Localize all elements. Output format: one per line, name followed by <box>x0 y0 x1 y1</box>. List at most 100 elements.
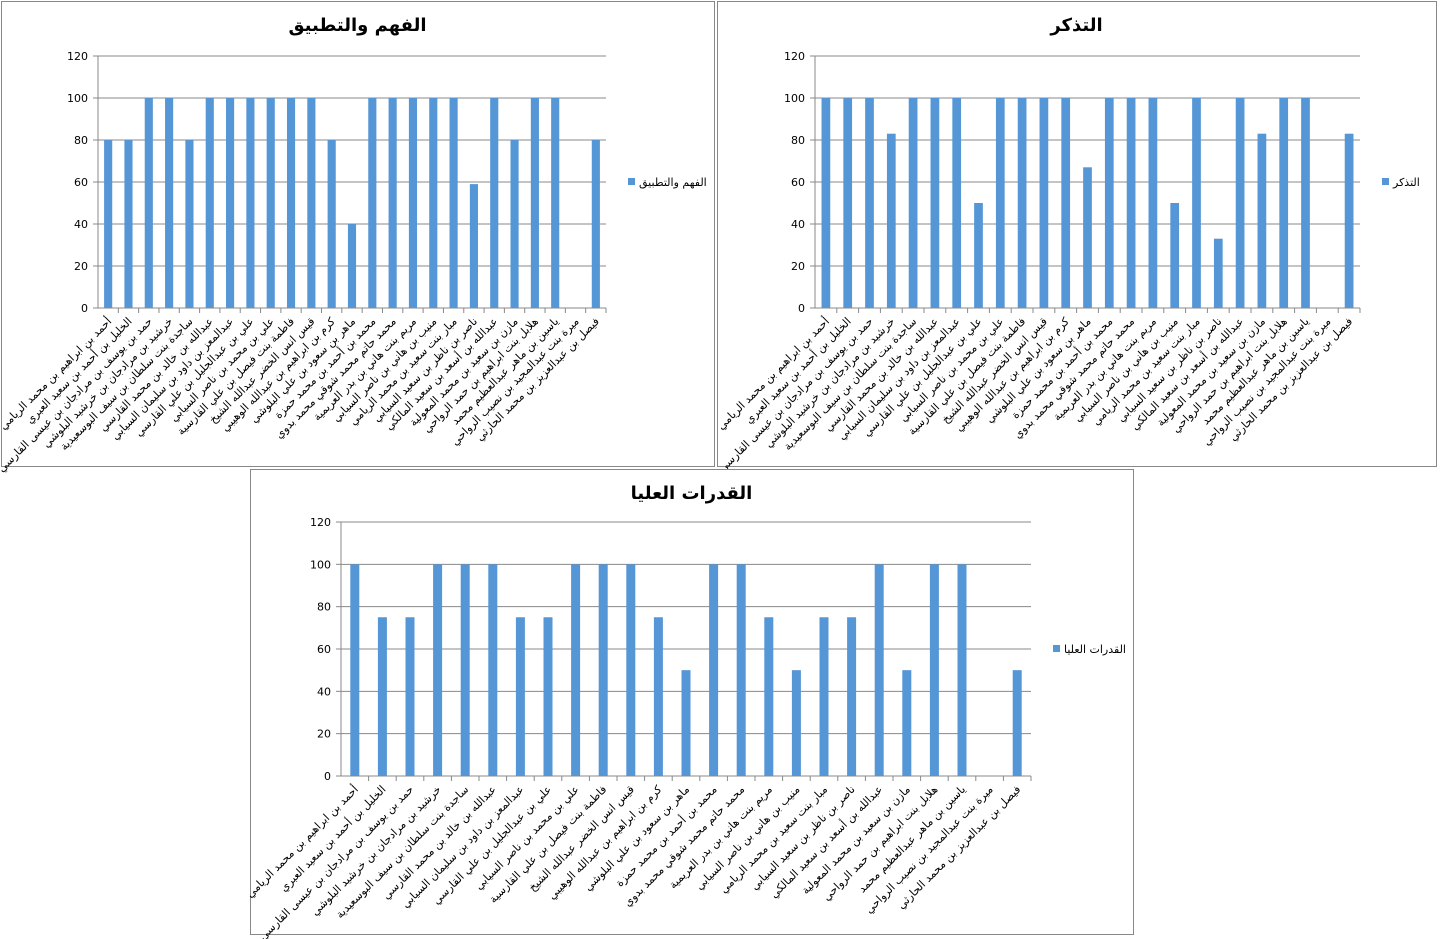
chart-title: الفهم والتطبيق <box>288 15 426 36</box>
y-tick-label: 20 <box>317 728 331 741</box>
y-tick-label: 20 <box>791 260 805 273</box>
bar <box>571 564 581 776</box>
y-tick-label: 40 <box>74 218 88 231</box>
bar <box>736 564 746 776</box>
bar <box>185 140 194 308</box>
chart-border <box>250 469 1134 935</box>
bar <box>266 98 275 308</box>
y-tick-label: 60 <box>74 176 88 189</box>
bar <box>1126 98 1136 308</box>
bar <box>1257 133 1267 308</box>
legend-label: الفهم والتطبيق <box>639 176 707 190</box>
bar <box>819 617 829 776</box>
bar <box>124 140 133 308</box>
y-tick-label: 20 <box>74 260 88 273</box>
bar <box>104 140 113 308</box>
bar <box>930 98 940 308</box>
y-tick-label: 100 <box>67 92 88 105</box>
bar <box>865 98 874 308</box>
bar <box>821 98 831 308</box>
bar <box>591 140 600 308</box>
bar <box>598 564 608 776</box>
chart-border <box>717 1 1437 467</box>
y-tick-label: 80 <box>74 134 88 147</box>
y-tick-label: 80 <box>791 134 805 147</box>
bar <box>205 98 214 308</box>
bar <box>929 564 939 776</box>
y-tick-label: 0 <box>81 302 88 315</box>
y-tick-label: 120 <box>784 50 805 63</box>
y-tick-label: 60 <box>317 643 331 656</box>
bar <box>1344 133 1354 308</box>
bar <box>408 98 418 308</box>
y-tick-label: 100 <box>310 558 331 571</box>
bar <box>307 98 316 308</box>
bar <box>952 98 962 308</box>
bar <box>226 98 235 308</box>
bar <box>1012 670 1022 776</box>
bar <box>510 140 519 308</box>
bar <box>490 98 499 308</box>
bar <box>1061 98 1071 308</box>
bar <box>1104 98 1114 308</box>
y-tick-label: 120 <box>310 516 331 529</box>
bar <box>681 670 691 776</box>
bar <box>377 617 387 776</box>
bar <box>246 98 255 308</box>
bar <box>957 564 967 776</box>
bar <box>1301 98 1310 308</box>
bar <box>874 564 884 776</box>
bar <box>886 133 896 308</box>
bar <box>469 184 478 308</box>
bar <box>368 98 377 308</box>
y-tick-label: 0 <box>324 770 331 783</box>
bar <box>1279 98 1289 308</box>
bar <box>1213 238 1223 308</box>
bar <box>902 670 912 776</box>
bar <box>543 617 553 776</box>
bar <box>1170 203 1180 308</box>
bar <box>1083 167 1092 308</box>
bar <box>626 564 636 776</box>
bar <box>995 98 1005 308</box>
bar <box>488 564 498 776</box>
bar <box>709 564 719 776</box>
bar <box>1017 98 1027 308</box>
legend-swatch <box>628 178 635 185</box>
y-tick-label: 80 <box>317 601 331 614</box>
y-tick-label: 120 <box>67 50 88 63</box>
bar <box>429 98 438 308</box>
y-tick-label: 40 <box>317 685 331 698</box>
y-tick-label: 60 <box>791 176 805 189</box>
legend-swatch <box>1053 645 1060 652</box>
bar <box>908 98 918 308</box>
bar <box>551 98 560 308</box>
bar <box>791 670 801 776</box>
legend-swatch <box>1382 178 1389 185</box>
bar <box>1192 98 1201 308</box>
legend-label: التذكر <box>1392 176 1420 189</box>
bar <box>1235 98 1245 308</box>
bar <box>653 617 663 776</box>
bar <box>350 564 360 776</box>
bar <box>165 98 174 308</box>
bar <box>460 564 470 776</box>
legend-label: القدرات العليا <box>1064 643 1126 656</box>
bar <box>347 224 357 308</box>
bar <box>843 98 853 308</box>
bar <box>1039 98 1049 308</box>
bar <box>974 203 983 308</box>
bar <box>388 98 397 308</box>
bar <box>144 98 153 308</box>
bar <box>405 617 415 776</box>
bar <box>515 617 525 776</box>
bar <box>847 617 857 776</box>
y-tick-label: 40 <box>791 218 805 231</box>
bar <box>327 140 336 308</box>
chart-title: التذكر <box>1049 15 1102 36</box>
chart-title: القدرات العليا <box>631 483 753 504</box>
bar <box>530 98 539 308</box>
bar <box>433 564 443 776</box>
y-tick-label: 0 <box>798 302 805 315</box>
